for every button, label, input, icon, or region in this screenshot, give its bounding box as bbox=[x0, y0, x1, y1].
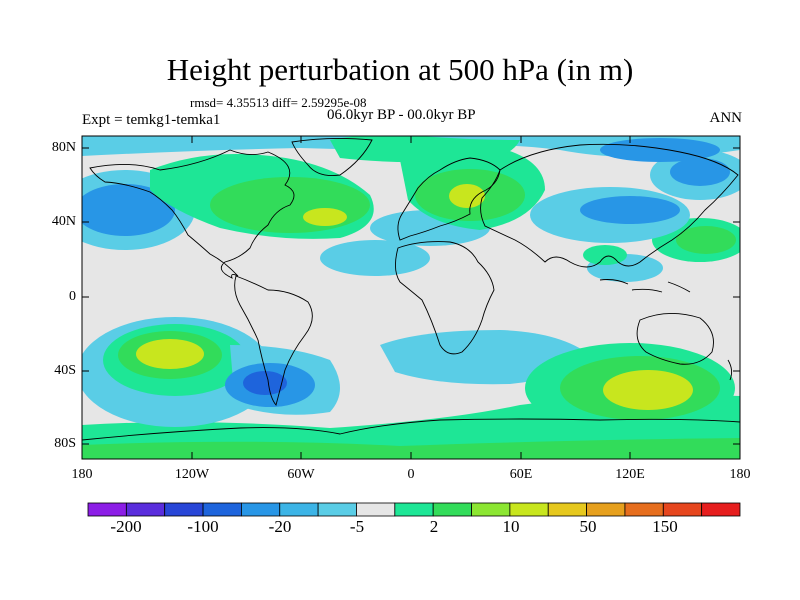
lat-label-40n: 40N bbox=[51, 214, 76, 229]
colorbar-label: 10 bbox=[502, 517, 520, 536]
lon-label-120e: 120E bbox=[615, 467, 645, 482]
colorbar-swatch bbox=[202, 502, 242, 517]
lon-label-60w: 60W bbox=[287, 467, 315, 482]
colorbar-swatch bbox=[279, 502, 319, 517]
experiment-label: Expt = temkg1-temka1 bbox=[82, 112, 221, 128]
coastlines bbox=[82, 137, 740, 441]
colorbar-swatch bbox=[356, 502, 396, 517]
contour-lightblue-tropatlantic bbox=[320, 240, 430, 276]
contour-teal-arctic bbox=[330, 136, 520, 163]
stats-label: rmsd= 4.35513 diff= 2.59295e-08 bbox=[190, 95, 367, 110]
lon-label-180e: 180 bbox=[729, 467, 751, 482]
contour-midblue-asia bbox=[580, 196, 680, 224]
contour-midblue-arctic bbox=[600, 138, 720, 162]
lon-label-180w: 180 bbox=[71, 467, 93, 482]
north-america-coast bbox=[89, 149, 295, 279]
australia-coast bbox=[636, 313, 714, 365]
colorbar-label: -20 bbox=[268, 517, 292, 536]
contour-yellow-atlantic bbox=[303, 208, 347, 226]
colorbar-swatch bbox=[701, 502, 741, 517]
colorbar-label: -5 bbox=[349, 517, 365, 536]
map-title: Height perturbation at 500 hPa (in m) bbox=[166, 52, 634, 87]
lat-label-0: 0 bbox=[69, 289, 76, 304]
colorbar-swatch bbox=[471, 502, 511, 517]
africa-coast bbox=[395, 241, 495, 355]
colorbar-swatch bbox=[547, 502, 587, 517]
colorbar-swatch bbox=[164, 502, 204, 517]
colorbar-swatch bbox=[586, 502, 626, 517]
contour-blue-satlantic bbox=[243, 371, 287, 395]
contour-midblue-npacific bbox=[82, 184, 175, 236]
colorbar-swatch bbox=[662, 502, 703, 517]
contour-field bbox=[82, 136, 740, 459]
colorbar-swatch bbox=[432, 502, 472, 517]
colorbar-swatch bbox=[317, 502, 357, 517]
contour-midblue-ne-asia bbox=[670, 158, 730, 186]
lat-label-80s: 80S bbox=[54, 436, 76, 451]
lon-label-120w: 120W bbox=[174, 467, 210, 482]
colorbar-swatch bbox=[394, 502, 434, 517]
colorbar-swatch bbox=[125, 502, 166, 517]
europe-coast bbox=[397, 157, 501, 241]
colorbar-swatch bbox=[624, 502, 664, 517]
contour-teal-warmpool bbox=[583, 245, 627, 265]
colorbar-swatch bbox=[87, 502, 127, 517]
new-zealand-coast bbox=[727, 359, 733, 381]
season-label: ANN bbox=[709, 110, 743, 126]
lat-label-80n: 80N bbox=[51, 140, 76, 155]
colorbar-swatch bbox=[509, 502, 549, 517]
lon-label-60e: 60E bbox=[509, 467, 533, 482]
colorbar-label: -200 bbox=[110, 517, 142, 536]
contour-yellow-eurasia bbox=[449, 184, 485, 208]
antarctica-coast bbox=[82, 418, 740, 441]
contour-yellow-australia bbox=[603, 370, 693, 410]
colorbar-label: 50 bbox=[579, 517, 597, 536]
greenland-coast bbox=[291, 137, 373, 176]
colorbar-label: 150 bbox=[652, 517, 678, 536]
lon-label-0: 0 bbox=[407, 467, 415, 482]
colorbar bbox=[87, 502, 741, 517]
contour-yellow-spacific bbox=[136, 339, 204, 369]
period-label: 06.0kyr BP - 00.0kyr BP bbox=[327, 107, 476, 123]
colorbar-label: -100 bbox=[187, 517, 219, 536]
south-america-coast bbox=[234, 275, 313, 406]
axis-ticks bbox=[81, 136, 741, 459]
contour-green-south-band bbox=[82, 438, 740, 459]
colorbar-swatch bbox=[241, 502, 281, 517]
asia-coast bbox=[480, 143, 739, 268]
colorbar-label: 2 bbox=[429, 517, 439, 536]
lat-label-40s: 40S bbox=[54, 363, 76, 378]
indonesia-coast bbox=[599, 279, 691, 293]
contour-green-npacific-east bbox=[676, 226, 736, 254]
